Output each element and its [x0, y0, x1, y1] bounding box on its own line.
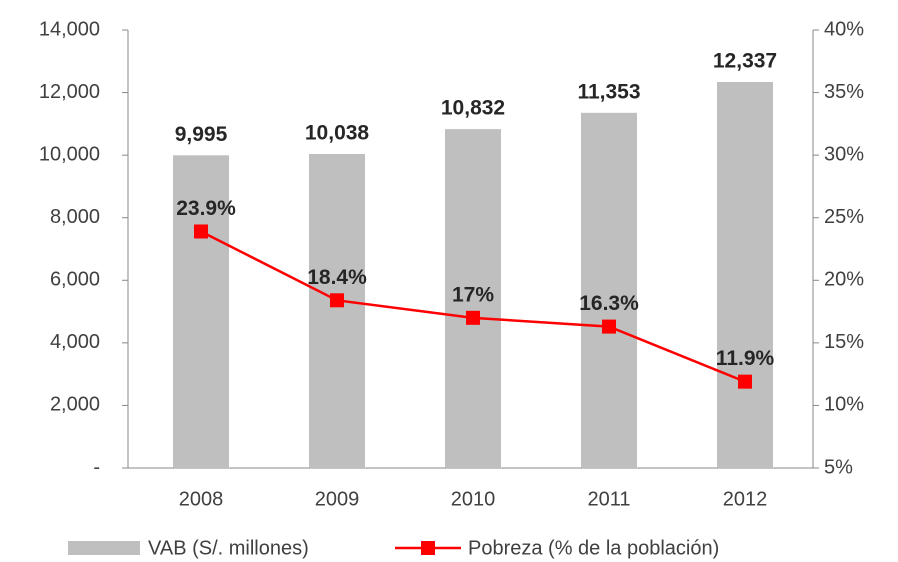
bar-value-label: 10,038	[305, 122, 370, 145]
line-value-label: 11.9%	[716, 347, 775, 370]
bar-value-label: 10,832	[441, 97, 505, 120]
y-tick-label: 8,000	[50, 206, 100, 228]
bar-value-label: 9,995	[175, 123, 228, 146]
y2-tick-label: 35%	[824, 81, 864, 103]
y-tick-label: 14,000	[39, 18, 100, 40]
line-marker	[194, 224, 208, 239]
y2-tick-label: 5%	[824, 456, 853, 478]
line-marker	[602, 319, 616, 334]
y-tick-label: 6,000	[50, 269, 100, 291]
bar	[445, 129, 501, 468]
y-tick-label: -	[93, 456, 100, 478]
x-tick-label: 2008	[179, 488, 224, 510]
y-tick-label: 2,000	[50, 394, 100, 416]
line-marker	[330, 293, 344, 308]
bar	[581, 112, 637, 468]
bar	[173, 155, 229, 468]
line-marker	[738, 374, 752, 389]
x-tick-label: 2010	[451, 488, 496, 510]
bar-value-label: 12,337	[713, 50, 777, 73]
y2-tick-label: 20%	[824, 269, 864, 291]
x-tick-label: 2009	[315, 488, 360, 510]
y2-tick-label: 40%	[824, 18, 864, 40]
y2-tick-label: 10%	[824, 394, 864, 416]
y2-tick-label: 25%	[824, 206, 864, 228]
y2-tick-label: 30%	[824, 143, 864, 165]
legend-label: Pobreza (% de la población)	[468, 537, 719, 559]
line-value-label: 18.4%	[307, 266, 367, 289]
line-value-label: 17%	[452, 283, 494, 306]
legend-swatch	[68, 541, 140, 555]
legend-marker	[421, 541, 435, 555]
y-tick-label: 10,000	[39, 143, 100, 165]
bar	[309, 153, 365, 469]
line-value-label: 16.3%	[579, 292, 639, 315]
y-tick-label: 12,000	[39, 81, 100, 103]
line-value-label: 23.9%	[176, 197, 236, 220]
y-tick-label: 4,000	[50, 331, 100, 353]
bar-value-label: 11,353	[577, 80, 640, 103]
x-tick-label: 2011	[587, 488, 630, 510]
x-tick-label: 2012	[723, 488, 768, 510]
line-marker	[466, 310, 480, 325]
legend-label: VAB (S/. millones)	[148, 537, 309, 559]
y2-tick-label: 15%	[824, 331, 864, 353]
bar	[717, 82, 773, 469]
